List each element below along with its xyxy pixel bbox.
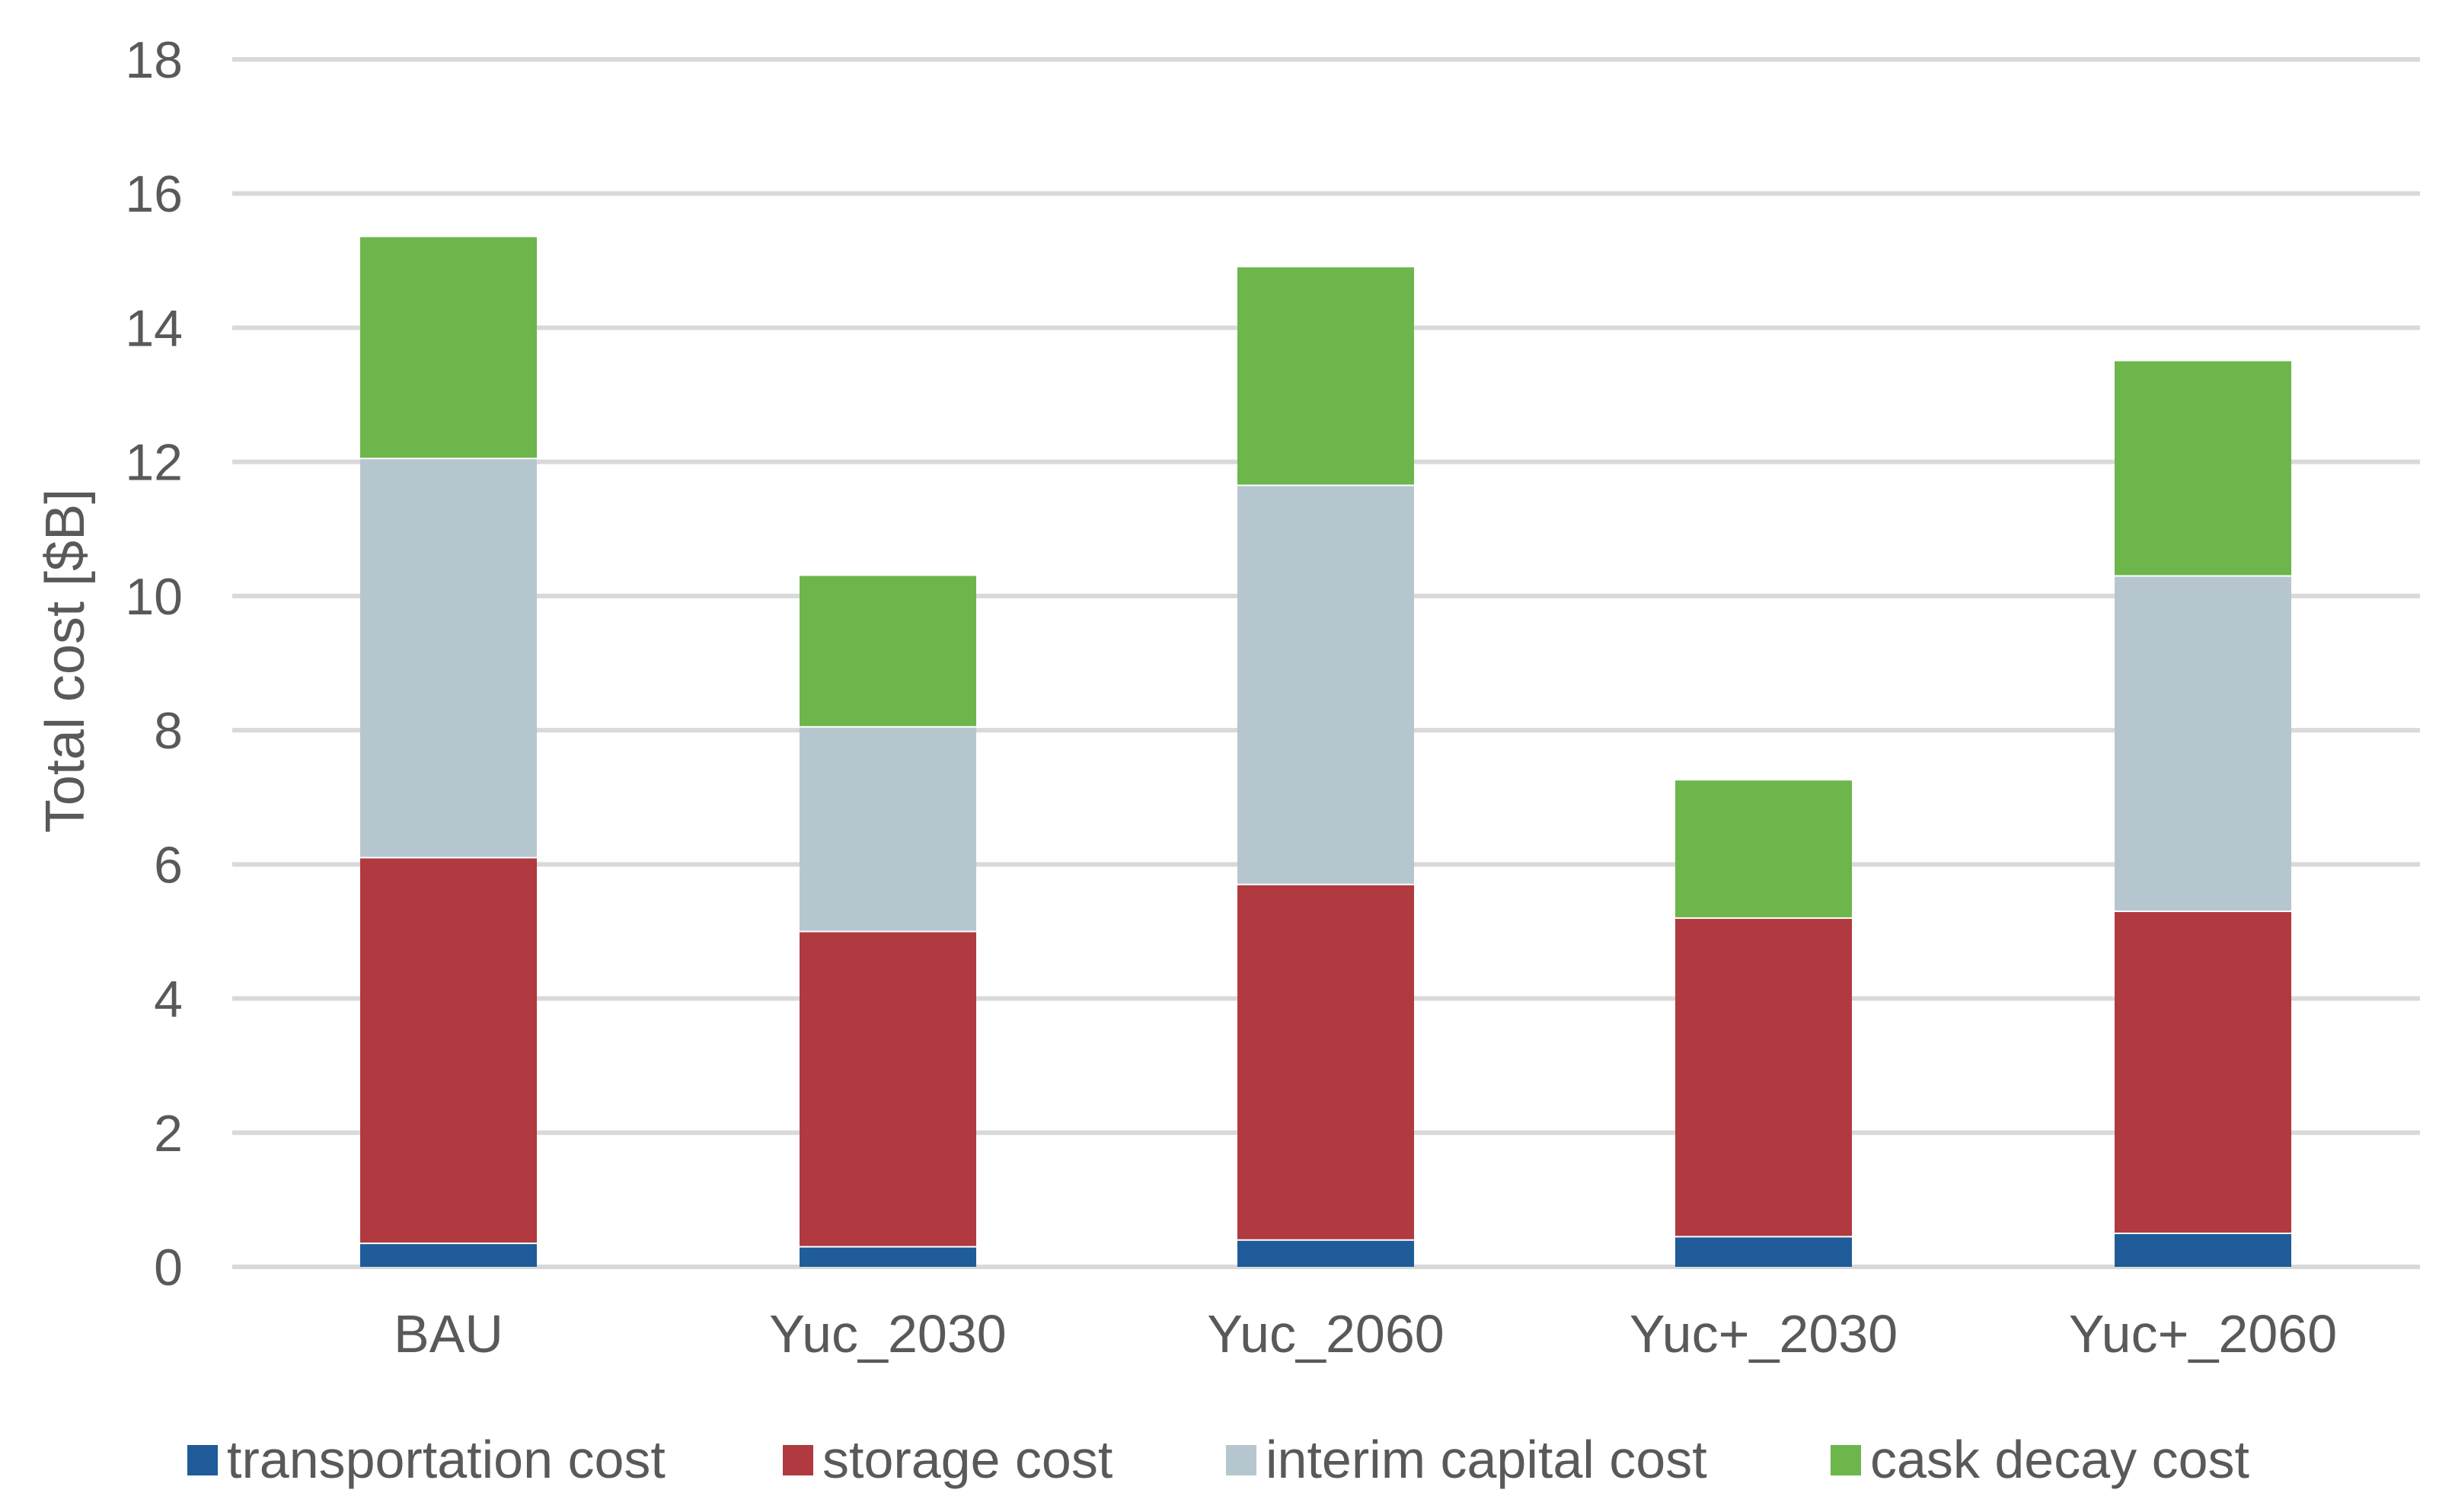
legend-swatch <box>1831 1445 1861 1475</box>
legend-item-cask-decay-cost: cask decay cost <box>1831 1430 2249 1489</box>
y-tick-label-6: 6 <box>154 836 183 894</box>
legend-item-interim-capital-cost: interim capital cost <box>1226 1430 1707 1489</box>
bar-BAU-interim-capital-cost <box>360 458 537 858</box>
y-axis-ticks: 0 2 4 6 8 10 12 14 16 18 <box>125 31 183 1297</box>
y-tick-label-16: 16 <box>125 165 183 223</box>
legend: transportation cost storage cost interim c… <box>187 1430 2249 1489</box>
y-tick-label-0: 0 <box>154 1239 183 1297</box>
bar-Yuc+_2030-transportation-cost <box>1675 1236 1852 1267</box>
legend-item-storage-cost: storage cost <box>783 1430 1113 1489</box>
legend-item-transportation-cost: transportation cost <box>187 1430 666 1489</box>
legend-swatch <box>783 1445 813 1475</box>
x-category-label-Yuc_2030: Yuc_2030 <box>769 1304 1006 1364</box>
bar-Yuc_2030-cask-decay-cost <box>800 576 976 727</box>
bar-Yuc_2060-cask-decay-cost <box>1237 267 1414 486</box>
legend-label: transportation cost <box>227 1430 666 1489</box>
bar-Yuc_2060-storage-cost <box>1237 884 1414 1240</box>
legend-swatch <box>187 1445 218 1475</box>
x-category-label-Yuc_2060: Yuc_2060 <box>1207 1304 1444 1364</box>
legend-swatch <box>1226 1445 1256 1475</box>
bar-Yuc+_2060-transportation-cost <box>2115 1233 2291 1267</box>
bar-Yuc_2030-interim-capital-cost <box>800 726 976 932</box>
bar-Yuc+_2060-interim-capital-cost <box>2115 576 2291 912</box>
y-axis-title: Total cost [$B] <box>35 489 96 833</box>
bar-Yuc_2030-storage-cost <box>800 931 976 1247</box>
y-tick-label-12: 12 <box>125 434 183 492</box>
y-tick-label-8: 8 <box>154 702 183 760</box>
y-tick-label-10: 10 <box>125 568 183 626</box>
y-tick-label-2: 2 <box>154 1105 183 1163</box>
bar-Yuc+_2030-storage-cost <box>1675 917 1852 1237</box>
bar-Yuc+_2060-storage-cost <box>2115 911 2291 1233</box>
bar-Yuc_2030-transportation-cost <box>800 1246 976 1267</box>
y-tick-label-18: 18 <box>125 31 183 89</box>
bars <box>360 237 2291 1267</box>
x-category-label-Yuc+_2030: Yuc+_2030 <box>1630 1304 1898 1364</box>
y-tick-label-4: 4 <box>154 971 183 1029</box>
bar-Yuc+_2030-cask-decay-cost <box>1675 780 1852 918</box>
x-category-label-Yuc+_2060: Yuc+_2060 <box>2069 1304 2337 1364</box>
legend-label: cask decay cost <box>1870 1430 2249 1489</box>
bar-Yuc+_2060-cask-decay-cost <box>2115 361 2291 576</box>
bar-Yuc_2060-transportation-cost <box>1237 1239 1414 1267</box>
bar-BAU-storage-cost <box>360 857 537 1244</box>
y-tick-label-14: 14 <box>125 299 183 357</box>
bar-BAU-cask-decay-cost <box>360 237 537 459</box>
legend-label: interim capital cost <box>1266 1430 1707 1489</box>
legend-label: storage cost <box>822 1430 1113 1489</box>
x-axis-categories: BAU Yuc_2030 Yuc_2060 Yuc+_2030 Yuc+_2060 <box>394 1304 2337 1364</box>
bar-Yuc_2060-interim-capital-cost <box>1237 485 1414 885</box>
bar-BAU-transportation-cost <box>360 1243 537 1267</box>
x-category-label-BAU: BAU <box>394 1304 503 1364</box>
